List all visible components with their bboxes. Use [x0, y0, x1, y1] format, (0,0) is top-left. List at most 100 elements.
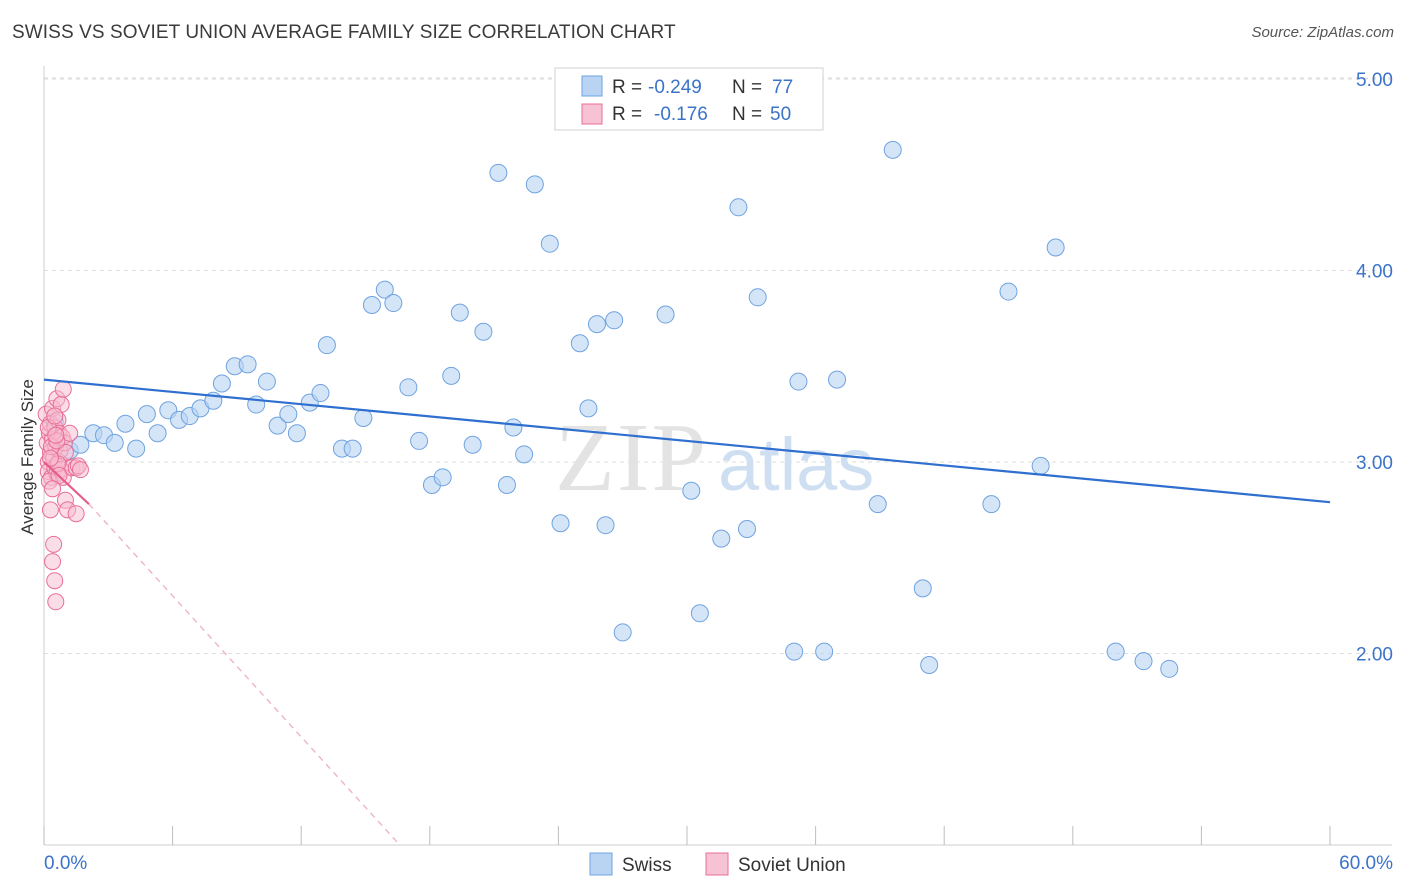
data-point-swiss — [815, 642, 834, 661]
data-point-swiss — [463, 435, 482, 454]
x-tick-label-end: 60.0% — [1339, 853, 1393, 874]
data-point-soviet — [47, 593, 65, 611]
legend-label-swiss: Swiss — [622, 855, 672, 876]
data-point-swiss — [450, 303, 469, 322]
y-tick-label: 5.00 — [1356, 70, 1393, 91]
legend-swatch-soviet — [581, 103, 603, 125]
y-tick-label: 3.00 — [1356, 453, 1393, 474]
data-point-swiss — [504, 418, 523, 437]
trend-extension — [88, 503, 401, 846]
data-point-swiss — [789, 372, 808, 391]
watermark: ZIP atlas — [555, 404, 874, 512]
data-point-soviet — [71, 461, 89, 479]
series-legend: Swiss Soviet Union — [589, 852, 846, 876]
data-point-swiss — [738, 520, 757, 539]
data-point-soviet — [41, 501, 59, 519]
data-point-soviet — [67, 505, 85, 523]
chart-title: SWISS VS SOVIET UNION AVERAGE FAMILY SIZ… — [12, 22, 676, 43]
data-point-swiss — [116, 414, 135, 433]
data-point-swiss — [410, 431, 429, 450]
data-point-soviet — [46, 407, 64, 425]
y-tick-label: 2.00 — [1356, 645, 1393, 666]
data-point-swiss — [127, 439, 146, 458]
data-point-swiss — [1046, 238, 1065, 257]
legend-r-label-2: R = — [612, 104, 642, 125]
data-point-swiss — [343, 439, 362, 458]
legend-swatch-soviet-bottom — [705, 852, 729, 876]
data-point-swiss — [1160, 659, 1179, 678]
correlation-legend: R = -0.249 N = 77 R = -0.176 N = 50 — [554, 67, 824, 131]
data-point-swiss — [999, 282, 1018, 301]
data-point-swiss — [362, 295, 381, 314]
legend-label-soviet: Soviet Union — [738, 855, 846, 876]
data-point-swiss — [474, 322, 493, 341]
legend-r-label-1: R = — [612, 77, 642, 98]
data-point-swiss — [712, 529, 731, 548]
data-point-swiss — [257, 372, 276, 391]
data-point-swiss — [883, 140, 902, 159]
data-point-swiss — [540, 234, 559, 253]
data-point-swiss — [384, 294, 403, 313]
data-point-soviet — [44, 480, 62, 498]
data-point-soviet — [54, 380, 72, 398]
legend-r-value-1: -0.249 — [648, 77, 702, 98]
trend-line-soviet — [43, 461, 90, 505]
data-point-swiss — [729, 198, 748, 217]
watermark-zip: ZIP — [555, 404, 708, 512]
trend-line-swiss — [43, 378, 1331, 504]
data-point-swiss — [268, 416, 287, 435]
data-point-swiss — [587, 315, 606, 334]
data-point-swiss — [785, 642, 804, 661]
data-point-swiss — [682, 481, 701, 500]
data-point-swiss — [105, 433, 124, 452]
data-point-swiss — [828, 370, 847, 389]
data-point-soviet — [41, 449, 59, 467]
data-point-swiss — [551, 514, 570, 533]
data-point-swiss — [148, 424, 167, 443]
watermark-atlas: atlas — [718, 423, 874, 506]
data-point-swiss — [605, 311, 624, 330]
data-point-swiss — [212, 374, 231, 393]
trend-line-soviet-extension — [88, 503, 401, 846]
data-point-swiss — [489, 163, 508, 182]
data-point-swiss — [515, 445, 534, 464]
legend-n-value-2: 50 — [770, 104, 791, 125]
data-point-soviet — [46, 572, 64, 590]
data-point-swiss — [579, 399, 598, 418]
legend-swatch-swiss — [581, 75, 603, 97]
data-point-swiss — [613, 623, 632, 642]
data-point-swiss — [442, 366, 461, 385]
data-point-swiss — [868, 495, 887, 514]
data-point-swiss — [433, 468, 452, 487]
data-point-swiss — [982, 495, 1001, 514]
data-point-swiss — [287, 424, 306, 443]
data-point-swiss — [399, 378, 418, 397]
data-point-swiss — [525, 175, 544, 194]
legend-r-value-2: -0.176 — [654, 104, 708, 125]
data-point-swiss — [354, 408, 373, 427]
data-point-swiss — [317, 336, 336, 355]
data-point-swiss — [920, 655, 939, 674]
data-point-swiss — [238, 355, 257, 374]
data-point-soviet — [44, 553, 62, 571]
legend-swatch-swiss-bottom — [589, 852, 613, 876]
legend-n-label-2: N = — [732, 104, 762, 125]
series-swiss-points — [45, 140, 1179, 678]
data-point-swiss — [748, 288, 767, 307]
data-point-swiss — [1106, 642, 1125, 661]
data-point-swiss — [1031, 456, 1050, 475]
data-point-swiss — [656, 305, 675, 324]
source-label: Source: ZipAtlas.com — [1251, 24, 1394, 41]
legend-n-value-1: 77 — [772, 77, 793, 98]
data-point-swiss — [596, 516, 615, 535]
data-point-swiss — [497, 475, 516, 494]
data-point-swiss — [137, 405, 156, 424]
tick-labels: 2.00 3.00 4.00 5.00 0.0% 60.0% — [44, 70, 1393, 874]
x-tick-label-start: 0.0% — [44, 853, 87, 874]
data-point-swiss — [913, 579, 932, 598]
data-point-soviet — [47, 426, 65, 444]
data-point-swiss — [279, 405, 298, 424]
trend-lines — [43, 378, 1331, 505]
data-point-soviet — [45, 535, 63, 553]
